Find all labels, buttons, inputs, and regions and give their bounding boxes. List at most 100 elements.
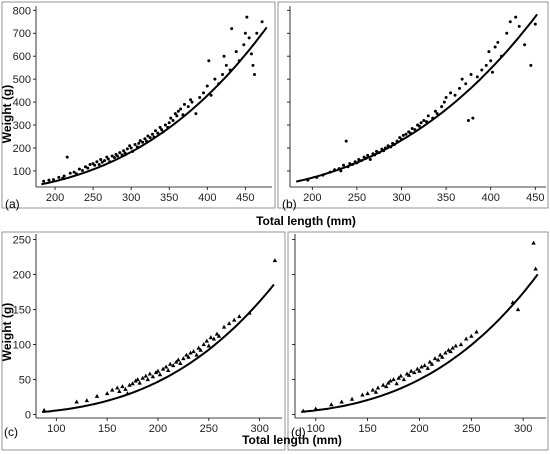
panel-c-data-point	[237, 314, 242, 319]
panel-a-data-point	[146, 134, 150, 138]
panel-d-data-point	[463, 336, 469, 341]
panel-b-x-tick-label: 200	[303, 192, 321, 204]
panel-b-data-point	[344, 139, 348, 143]
panel-b-data-point	[426, 114, 430, 118]
panel-a-data-point	[255, 31, 259, 35]
panel-d-data-point	[329, 402, 334, 407]
panel-c-data-point	[74, 399, 79, 404]
panel-a-y-tick-label: 300	[13, 120, 31, 132]
panel-b-data-point	[533, 22, 537, 26]
panel-a-x-tick-label: 200	[46, 192, 64, 204]
panel-a-data-point	[189, 98, 193, 102]
panel-a-data-point	[171, 118, 175, 122]
panel-a-data-point	[103, 159, 107, 163]
panel-c-data-point	[137, 380, 142, 385]
panel-b-data-point	[487, 50, 491, 54]
panel-a-y-axis-title: Weight (g)	[0, 85, 14, 143]
panel-a-y-tick-label: 200	[13, 143, 31, 155]
panel-d-data-point	[474, 329, 479, 334]
panel-c-data-point	[194, 352, 199, 357]
panel-b-data-point	[440, 105, 444, 109]
panel-c-data-point	[150, 374, 156, 379]
bottom-x-axis-title: Total length (mm)	[242, 433, 342, 447]
panel-a-data-point	[148, 136, 152, 140]
panel-d-data-point	[412, 370, 417, 375]
panel-a-data-point	[260, 20, 264, 24]
panel-a-data-point	[156, 131, 160, 135]
panel-a-data-point	[205, 84, 209, 88]
panel-d-data-point	[429, 361, 435, 366]
panel-d-data-point	[406, 372, 412, 377]
panel-b-data-point	[444, 96, 448, 99]
panel-a-data-point	[95, 160, 99, 164]
panel-d: 100 150 200 250 300 (d)	[287, 231, 549, 451]
panel-a-fit-curve	[41, 26, 268, 186]
panel-a-data-point	[242, 43, 246, 47]
panel-c-data-point	[115, 385, 120, 390]
panel-a-label: (a)	[5, 197, 20, 211]
panel-a-x-tick-label: 250	[84, 192, 102, 204]
panel-b-data-point	[508, 20, 512, 24]
panel-c-data-point	[140, 375, 145, 380]
panel-d-data-point	[415, 366, 420, 371]
panel-a-data-point	[112, 156, 116, 160]
panel-a-data-point	[52, 178, 56, 182]
panel-a-data-point	[57, 175, 61, 179]
panel-a-y-tick-label: 700	[13, 28, 31, 40]
panel-c-fit-curve	[41, 283, 275, 413]
panel-a-y-tick-label: 800	[13, 5, 31, 17]
panel-d-x-tick-label: 300	[514, 423, 532, 435]
panel-a-data-point	[68, 171, 72, 175]
panel-a-data-point	[106, 157, 110, 161]
panel-d-data-point	[339, 399, 344, 404]
panel-c-data-point	[174, 359, 179, 364]
panel-a-y-tick-label: 400	[13, 97, 31, 109]
panel-a-data-point	[194, 112, 198, 116]
panel-a-data-point	[175, 114, 179, 118]
panel-a-data-point	[158, 125, 162, 129]
panel-a-data-point	[201, 91, 205, 95]
panel-c-data-point	[123, 386, 128, 391]
panel-b-data-point	[404, 132, 408, 136]
panel-c: 100 150 200 250 300 0 50 100 150 200 250 (c)	[1, 231, 286, 451]
panel-c-border	[1, 231, 286, 451]
panel-d-x-tick-label: 100	[307, 423, 325, 435]
panel-a-data-point	[252, 73, 256, 77]
panel-d-x-tick-label: 250	[462, 423, 480, 435]
panel-c-y-tick-label: 100	[13, 340, 31, 352]
panel-a-data-point	[209, 93, 213, 97]
panel-d-data-point	[388, 378, 393, 383]
panel-c-data-point	[110, 387, 115, 392]
panel-a-border	[1, 1, 276, 209]
panel-a-data-point	[150, 132, 154, 136]
panel-d-data-point	[438, 352, 443, 357]
panel-d-data-point	[443, 350, 448, 355]
panel-a-data-point	[176, 109, 180, 113]
panel-c-data-point	[272, 258, 278, 263]
panel-b-data-point	[517, 24, 521, 28]
panel-c-data-point	[232, 317, 237, 322]
panel-c-label: (c)	[4, 425, 18, 439]
panel-a-data-point	[247, 36, 251, 40]
panel-b-data-point	[433, 109, 437, 113]
panel-d-data-point	[396, 375, 401, 380]
panel-b-data-point	[366, 153, 370, 157]
panel-c-data-point	[221, 324, 227, 329]
panel-b-data-point	[475, 75, 479, 79]
panel-c-data-point	[206, 343, 212, 348]
panel-c-x-tick-label: 250	[200, 423, 218, 435]
panel-d-data-point	[391, 377, 396, 382]
panel-b-data-point	[453, 93, 457, 97]
panel-d-data-point	[401, 377, 407, 382]
panel-c-data-point	[198, 347, 203, 352]
panel-c-data-point	[181, 356, 186, 361]
panel-c-data-point	[104, 391, 110, 396]
panel-a-data-point	[245, 15, 249, 19]
panel-b-data-point	[490, 70, 494, 74]
panel-c-data-point	[196, 345, 201, 350]
panel-c-data-point	[216, 333, 222, 338]
panel-c-data-point	[143, 373, 148, 378]
panel-c-data-point	[176, 357, 181, 362]
panel-c-data-point	[147, 371, 153, 376]
panel-d-data-point	[422, 363, 427, 368]
